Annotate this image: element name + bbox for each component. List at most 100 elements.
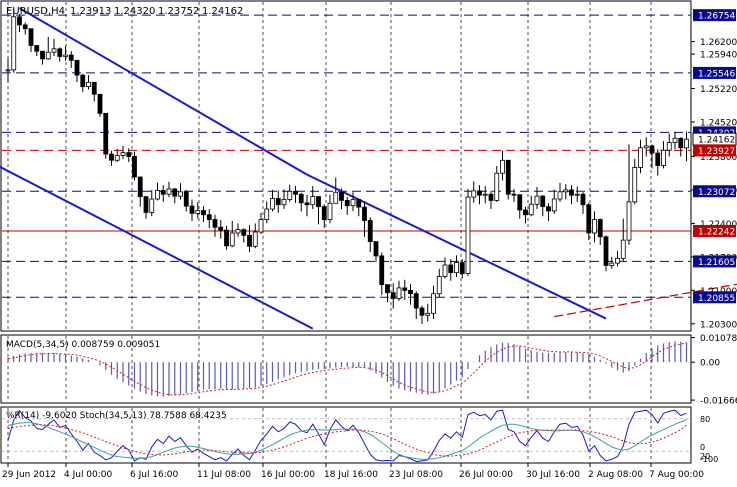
candle-body — [379, 255, 385, 286]
price-level-box — [693, 185, 736, 198]
candle-body — [28, 28, 34, 46]
candle-body — [620, 239, 626, 259]
candle-body — [459, 262, 465, 275]
candle-body — [270, 198, 275, 210]
price-tick-label: 1.24520 — [700, 119, 737, 129]
candle-body — [413, 293, 419, 309]
candle-body — [666, 142, 672, 151]
candlesticks — [5, 9, 689, 324]
time-tick-label: 29 Jun 2012 — [2, 470, 56, 480]
candle-body — [373, 241, 379, 257]
candle-body — [626, 201, 632, 241]
candle-body — [155, 189, 160, 200]
candle-body — [195, 210, 201, 214]
candle-body — [534, 195, 540, 205]
upper-channel-line — [18, 7, 308, 176]
candle-body — [178, 191, 183, 197]
candle-body — [206, 214, 212, 220]
macd-pane[interactable]: MACD(5,34,5) 0.008759 0.009051 0.0107860… — [0, 334, 737, 407]
candle-body — [74, 59, 80, 76]
candle-body — [517, 194, 523, 211]
candle-body — [287, 190, 293, 200]
price-level-label: 1.23072 — [698, 188, 735, 198]
candle-body — [678, 137, 684, 149]
candle-body — [120, 152, 126, 156]
candle-body — [63, 54, 68, 57]
candle-body — [339, 191, 344, 201]
candle-body — [551, 198, 557, 212]
candle-body — [592, 219, 597, 234]
candle-body — [569, 189, 574, 196]
candle-body — [5, 69, 11, 72]
candle-body — [615, 257, 620, 264]
time-tick-label: 18 Jul 16:00 — [324, 470, 378, 480]
upper-channel-line — [306, 173, 607, 320]
candle-body — [51, 48, 57, 53]
candle-body — [252, 231, 258, 247]
candle-body — [321, 206, 327, 220]
candle-body — [40, 50, 45, 60]
candle-body — [45, 51, 51, 60]
candle-body — [218, 226, 224, 231]
price-tick-label: 1.22400 — [700, 220, 737, 230]
candle-body — [189, 205, 195, 214]
price-level-box — [693, 291, 736, 304]
candle-body — [229, 232, 235, 247]
candle-body — [390, 292, 396, 299]
candle-body — [574, 193, 580, 196]
oscillator-tick-label: 80 — [700, 415, 710, 424]
candle-body — [247, 234, 252, 247]
stoch-main-line — [7, 418, 687, 460]
candle-body — [350, 199, 356, 207]
candle-body — [298, 193, 304, 204]
price-tick-label: 1.23800 — [700, 153, 737, 163]
candle-body — [235, 229, 241, 234]
candle-body — [316, 196, 321, 208]
candle-body — [454, 262, 459, 274]
time-tick-label: 6 Jul 16:00 — [130, 470, 179, 480]
candle-body — [356, 199, 362, 208]
candle-body — [281, 199, 287, 206]
time-tick-label: 23 Jul 08:00 — [389, 470, 443, 480]
price-level-label: 1.22242 — [698, 227, 735, 237]
candle-body — [557, 191, 563, 200]
candle-body — [597, 219, 603, 238]
candle-body — [448, 264, 454, 274]
candle-body — [586, 204, 592, 234]
price-tick-label: 1.25220 — [700, 85, 737, 95]
candle-body — [402, 287, 408, 291]
time-tick-label: 26 Jul 00:00 — [459, 470, 513, 480]
lower-channel-line — [0, 165, 314, 330]
price-level-box — [693, 255, 736, 268]
candle-body — [385, 284, 390, 294]
oscillator-pane[interactable]: %R(14) -9.6020 Stoch(34,5,13) 78.7588 68… — [0, 406, 718, 464]
candle-body — [436, 276, 442, 295]
time-tick-label: 2 Aug 08:00 — [588, 470, 643, 480]
candle-body — [684, 138, 689, 149]
macd-signal-polyline — [7, 342, 687, 396]
candle-body — [310, 196, 316, 206]
candle-body — [540, 195, 546, 208]
candle-body — [431, 293, 436, 314]
price-level-box — [693, 144, 736, 157]
candle-body — [143, 196, 149, 213]
candle-body — [11, 16, 17, 71]
candle-body — [183, 191, 189, 207]
candle-body — [275, 198, 281, 206]
price-pane[interactable]: EURUSD,H4 1.23913 1.24320 1.23752 1.2416… — [0, 0, 737, 332]
candle-body — [419, 307, 425, 316]
candle-body — [327, 202, 333, 220]
candle-body — [258, 219, 264, 233]
price-level-label: 1.25546 — [698, 69, 735, 79]
header-low: 1.23752 — [158, 6, 199, 17]
price-level-label: 1.26754 — [698, 12, 735, 22]
candle-body — [114, 155, 120, 161]
price-tick-label: 1.25940 — [700, 51, 737, 61]
price-level-label: 1.21605 — [698, 258, 735, 268]
candle-body — [172, 188, 178, 197]
macd-pane-frame — [0, 334, 692, 404]
candle-body — [109, 153, 114, 161]
macd-vertical-grid — [7, 336, 652, 402]
candle-body — [425, 312, 431, 316]
